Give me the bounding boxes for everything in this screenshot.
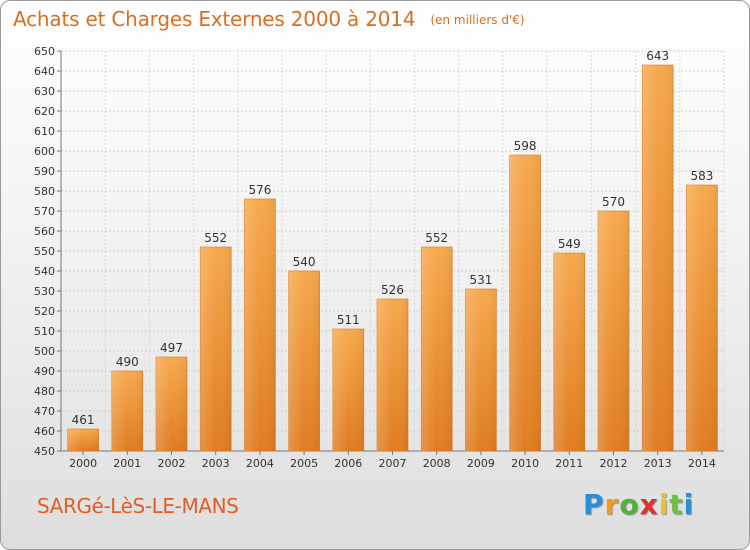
x-tick-label: 2007 [379,457,407,470]
bar-highlight [421,247,453,451]
x-tick-label: 2001 [113,457,141,470]
data-label: 552 [204,231,227,245]
y-tick-label: 490 [34,365,55,378]
logo-letter: r [604,488,620,521]
bar-highlight [200,247,232,451]
logo-letter: i [658,488,670,521]
x-tick-label: 2008 [423,457,451,470]
data-label: 511 [337,313,360,327]
data-label: 570 [602,195,625,209]
y-tick-label: 460 [34,425,55,438]
x-tick-label: 2003 [202,457,230,470]
data-label: 576 [248,183,271,197]
data-label: 552 [425,231,448,245]
x-tick-label: 2011 [555,457,583,470]
y-tick-label: 510 [34,325,55,338]
x-tick-label: 2010 [511,457,539,470]
y-tick-label: 620 [34,105,55,118]
data-label: 531 [469,273,492,287]
x-tick-label: 2002 [158,457,186,470]
bar-highlight [156,357,187,451]
y-tick-label: 630 [34,85,55,98]
y-tick-label: 530 [34,285,55,298]
bar-highlight [465,289,497,451]
y-tick-label: 500 [34,345,55,358]
x-tick-label: 2014 [688,457,716,470]
y-tick-label: 520 [34,305,55,318]
bar-highlight [686,185,718,451]
city-name: SARGé-LèS-LE-MANS [37,494,239,518]
x-tick-label: 2012 [600,457,628,470]
chart-title: Achats et Charges Externes 2000 à 2014 (… [13,7,525,31]
logo-letter: o [619,488,640,521]
data-label: 526 [381,283,404,297]
axes: 450 460 470 480 490 500 510 520 530 540 550 560 570 5… [34,45,724,470]
proxiti-logo: Proxiti [583,488,694,521]
x-tick-label: 2000 [69,457,97,470]
chart-title-text: Achats et Charges Externes 2000 à 2014 [13,7,416,31]
data-labels: 461 490 497 552 576 540 511 526 552 531 598 549 570 6… [72,49,714,427]
y-tick-label: 540 [34,265,55,278]
logo-letter: x [639,488,659,521]
bars [67,64,718,452]
y-tick-label: 590 [34,165,55,178]
x-tick-label: 2013 [644,457,672,470]
data-label: 643 [646,49,669,63]
bar-highlight [332,329,364,451]
y-tick-label: 650 [34,45,55,58]
y-tick-label: 610 [34,125,55,138]
bar-highlight [598,211,629,451]
bar-highlight [288,271,320,451]
data-label: 583 [690,169,713,183]
data-label: 490 [116,355,139,369]
bar-highlight [111,371,143,451]
data-label: 497 [160,341,183,355]
bar-highlight [244,199,276,451]
bar-highlight [377,299,408,451]
bar-highlight [642,65,674,451]
data-label: 461 [72,413,95,427]
x-tick-label: 2006 [334,457,362,470]
logo-letter: P [583,488,605,521]
bar-highlight [67,429,99,451]
x-tick-label: 2009 [467,457,495,470]
logo-letter: t [669,488,684,521]
y-tick-label: 600 [34,145,55,158]
y-tick-label: 470 [34,405,55,418]
y-tick-label: 580 [34,185,55,198]
y-tick-label: 570 [34,205,55,218]
y-tick-label: 560 [34,225,55,238]
data-label: 598 [514,139,537,153]
bar-highlight [509,155,541,451]
y-tick-label: 480 [34,385,55,398]
y-tick-label: 640 [34,65,55,78]
y-tick-label: 450 [34,445,55,458]
x-tick-label: 2004 [246,457,274,470]
chart-unit-label: (en milliers d'€) [430,13,525,27]
data-label: 549 [558,237,581,251]
y-tick-label: 550 [34,245,55,258]
data-label: 540 [293,255,316,269]
x-tick-label: 2005 [290,457,318,470]
bar-highlight [553,253,585,451]
logo-letter: i [683,488,695,521]
